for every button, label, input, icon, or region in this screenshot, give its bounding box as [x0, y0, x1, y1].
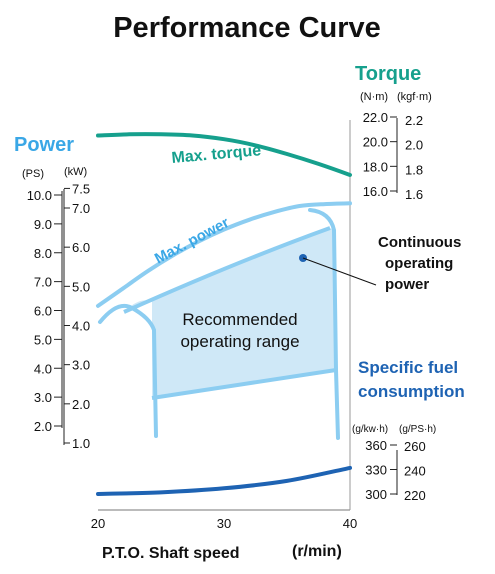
- torque-nm-tick-label: 20.0: [363, 135, 388, 150]
- kw-tick-label: 1.0: [72, 436, 90, 451]
- power-axis-title: Power: [14, 134, 74, 156]
- continuous-label-2: operating: [385, 255, 453, 272]
- power-unit-kw: (kW): [64, 166, 87, 178]
- callout-leader: [302, 257, 377, 286]
- torque-unit-kgfm: (kgf·m): [397, 91, 432, 103]
- ps-tick-label: 3.0: [34, 390, 52, 405]
- x-axis-unit: (r/min): [292, 543, 342, 560]
- kw-tick-label: 6.0: [72, 240, 90, 255]
- ps-tick-label: 9.0: [34, 217, 52, 232]
- fuel-unit-kwh: (g/kw·h): [352, 424, 388, 435]
- kw-tick-label: 4.0: [72, 319, 90, 334]
- kw-tick-label: 7.5: [72, 181, 90, 196]
- fuel-psh-tick-label: 260: [404, 439, 426, 454]
- max-torque-curve: [96, 132, 352, 177]
- torque-kgfm-tick-label: 1.6: [405, 187, 423, 202]
- max-power-curve: [96, 201, 352, 308]
- torque-kgfm-tick-label: 2.2: [405, 113, 423, 128]
- ps-tick-label: 2.0: [34, 419, 52, 434]
- torque-kgfm-tick-label: 1.8: [405, 162, 423, 177]
- ps-tick-label: 6.0: [34, 304, 52, 319]
- range-left-boundary: [98, 303, 158, 438]
- power-unit-ps: (PS): [22, 168, 44, 180]
- continuous-label-1: Continuous: [378, 234, 461, 251]
- x-tick-label: 20: [91, 516, 105, 531]
- ps-tick-label: 5.0: [34, 332, 52, 347]
- fuel-kwh-tick-label: 360: [365, 438, 387, 453]
- fuel-axis-title-1: Specific fuel: [358, 358, 458, 377]
- chart-title: Performance Curve: [113, 12, 381, 44]
- range-label-1: Recommended: [182, 310, 297, 329]
- x-tick-label: 30: [217, 516, 231, 531]
- fuel-psh-tick-label: 240: [404, 464, 426, 479]
- fuel-consumption-curve: [96, 465, 352, 496]
- x-axis-title: P.T.O. Shaft speed: [102, 545, 240, 562]
- fuel-unit-psh: (g/PS·h): [399, 424, 436, 435]
- fuel-kwh-tick-label: 330: [365, 463, 387, 478]
- ps-tick-label: 7.0: [34, 275, 52, 290]
- recommended-range-fill: [124, 228, 336, 396]
- fuel-psh-tick-label: 220: [404, 488, 426, 503]
- ps-tick-label: 10.0: [27, 188, 52, 203]
- range-lower-boundary: [151, 368, 337, 400]
- fuel-axis-title-2: consumption: [358, 382, 465, 401]
- torque-unit-nm: (N·m): [360, 91, 388, 103]
- torque-nm-tick-label: 22.0: [363, 110, 388, 125]
- torque-axis-title: Torque: [355, 63, 421, 85]
- torque-nm-tick-label: 18.0: [363, 159, 388, 174]
- torque-nm-tick-label: 16.0: [363, 184, 388, 199]
- range-label-2: operating range: [180, 332, 299, 351]
- continuous-label-3: power: [385, 276, 429, 293]
- kw-tick-label: 2.0: [72, 397, 90, 412]
- x-tick-label: 40: [343, 516, 357, 531]
- fuel-kwh-tick-label: 300: [365, 487, 387, 502]
- ps-tick-label: 8.0: [34, 246, 52, 261]
- max-torque-label: Max. torque: [171, 142, 262, 167]
- kw-tick-label: 7.0: [72, 201, 90, 216]
- kw-tick-label: 3.0: [72, 358, 90, 373]
- torque-kgfm-tick-label: 2.0: [405, 138, 423, 153]
- continuous-power-line: [123, 226, 331, 314]
- range-right-boundary: [308, 208, 340, 440]
- ps-tick-label: 4.0: [34, 361, 52, 376]
- max-power-label: Max. power: [152, 214, 232, 267]
- kw-tick-label: 5.0: [72, 279, 90, 294]
